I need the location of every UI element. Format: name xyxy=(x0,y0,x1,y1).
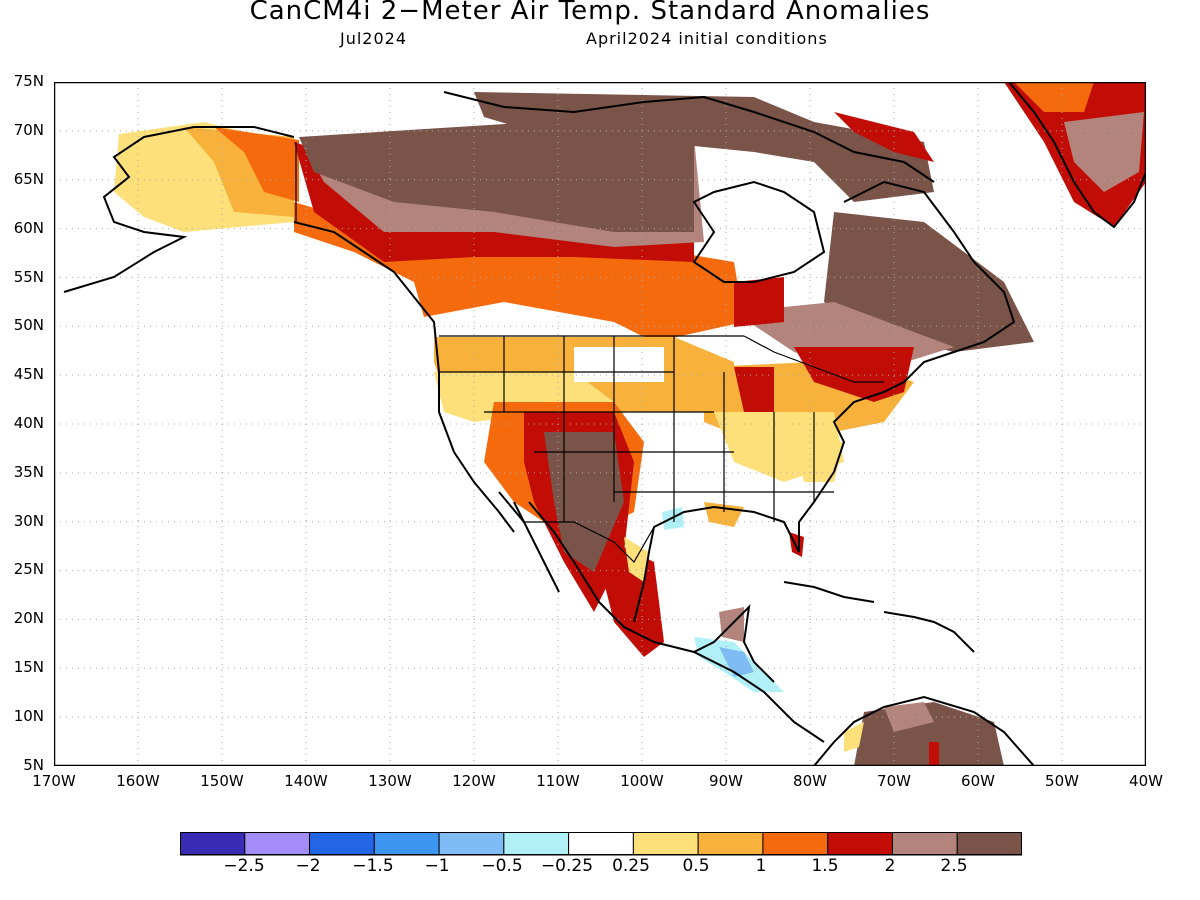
coast-alaska xyxy=(63,126,295,293)
lon-label: 130W xyxy=(368,772,412,790)
lon-label: 140W xyxy=(284,772,328,790)
map-title: CanCM4i 2−Meter Air Temp. Standard Anoma… xyxy=(249,0,931,26)
borders xyxy=(295,142,884,563)
legend-color-box xyxy=(503,832,570,856)
shade-northeast-red xyxy=(794,347,914,402)
legend-label: −1 xyxy=(424,856,450,876)
lat-label: 65N xyxy=(13,170,44,188)
shade-southeast-tan xyxy=(794,442,844,482)
lat-label: 45N xyxy=(13,365,44,383)
coast-california xyxy=(438,411,515,533)
legend-label: 1 xyxy=(755,856,767,876)
legend-color-box xyxy=(244,832,311,856)
coast-caribbean xyxy=(883,611,975,653)
lat-label: 5N xyxy=(23,756,44,774)
legend-color-box xyxy=(891,832,958,856)
shade-gulf-orange xyxy=(704,502,744,527)
shade-centralam-lightblue xyxy=(719,647,754,677)
coast-arctic-islands xyxy=(443,91,935,183)
lat-label: 20N xyxy=(13,609,44,627)
legend-color-box xyxy=(632,832,699,856)
shade-canada-darkbrown xyxy=(299,112,694,232)
lat-label: 15N xyxy=(13,658,44,676)
lon-label: 90W xyxy=(709,772,743,790)
legend-color-box xyxy=(309,832,375,856)
coast-hudson xyxy=(692,180,826,283)
shade-quebec-brown xyxy=(824,212,1034,352)
shade-greenland-orange xyxy=(1014,82,1094,112)
lat-label: 10N xyxy=(13,707,44,725)
coast-southam xyxy=(813,695,1035,766)
lon-label: 80W xyxy=(793,772,827,790)
lat-label: 25N xyxy=(13,560,44,578)
lat-label: 70N xyxy=(13,121,44,139)
legend-color-box xyxy=(762,832,829,856)
coast-east xyxy=(832,271,1016,473)
shade-southam-tan xyxy=(844,722,864,752)
legend-color-box xyxy=(180,832,246,856)
coast-greenland xyxy=(1008,82,1146,229)
lon-label: 100W xyxy=(620,772,664,790)
lat-label: 75N xyxy=(13,72,44,90)
shade-hudson-red xyxy=(734,277,784,327)
legend-label: −0.5 xyxy=(481,856,523,876)
lat-label: 30N xyxy=(13,512,44,530)
lat-label: 60N xyxy=(13,219,44,237)
legend-color-box xyxy=(827,832,893,856)
lat-label: 50N xyxy=(13,316,44,334)
legend-label: 0.25 xyxy=(612,856,650,876)
lat-label: 55N xyxy=(13,268,44,286)
lon-label: 70W xyxy=(877,772,911,790)
shade-southam-pink xyxy=(884,702,934,732)
grid-lines xyxy=(54,82,1146,766)
legend-color-box xyxy=(373,832,440,856)
legend-label: −1.5 xyxy=(352,856,394,876)
legend-label: 1.5 xyxy=(811,856,839,876)
coast-labrador xyxy=(843,180,985,273)
lon-label: 150W xyxy=(200,772,244,790)
lon-label: 170W xyxy=(32,772,76,790)
legend-label: 2.5 xyxy=(940,856,968,876)
lat-label: 40N xyxy=(13,414,44,432)
shade-arctic-islands xyxy=(474,92,934,202)
shade-greenland-pink xyxy=(1064,112,1144,192)
shade-arctic-red xyxy=(834,112,934,162)
coast-pacific-nw xyxy=(293,221,440,412)
coast-gulf xyxy=(633,471,835,623)
coast-mexico-pacific xyxy=(528,501,825,743)
map-frame xyxy=(54,82,1146,766)
lon-label: 60W xyxy=(961,772,995,790)
lon-label: 120W xyxy=(452,772,496,790)
legend-label: −2.5 xyxy=(223,856,265,876)
legend-label: −0.25 xyxy=(540,856,594,876)
colorbar-legend xyxy=(180,832,1022,856)
legend-color-box xyxy=(438,832,505,856)
target-month-label: Jul2024 xyxy=(340,29,408,48)
anomaly-map xyxy=(54,82,1146,766)
shade-southam-red xyxy=(929,742,939,766)
anomaly-map-svg xyxy=(54,82,1146,766)
shade-alaska-red xyxy=(214,127,299,202)
legend-boxes xyxy=(180,832,1022,856)
legend-color-box xyxy=(956,832,1022,856)
lon-label: 50W xyxy=(1045,772,1079,790)
legend-label: 2 xyxy=(884,856,896,876)
legend-label: −2 xyxy=(295,856,321,876)
lat-label: 35N xyxy=(13,463,44,481)
coast-yucatan xyxy=(693,604,775,683)
legend-label: 0.5 xyxy=(682,856,710,876)
legend-color-box xyxy=(568,832,634,856)
initial-conditions-label: April2024 initial conditions xyxy=(586,29,828,48)
lon-label: 110W xyxy=(536,772,580,790)
lon-label: 40W xyxy=(1129,772,1163,790)
legend-color-box xyxy=(697,832,764,856)
lon-label: 160W xyxy=(116,772,160,790)
shade-greatlakes-red xyxy=(734,367,774,412)
coast-cuba xyxy=(783,581,875,603)
shade-us-central-white xyxy=(574,347,664,382)
